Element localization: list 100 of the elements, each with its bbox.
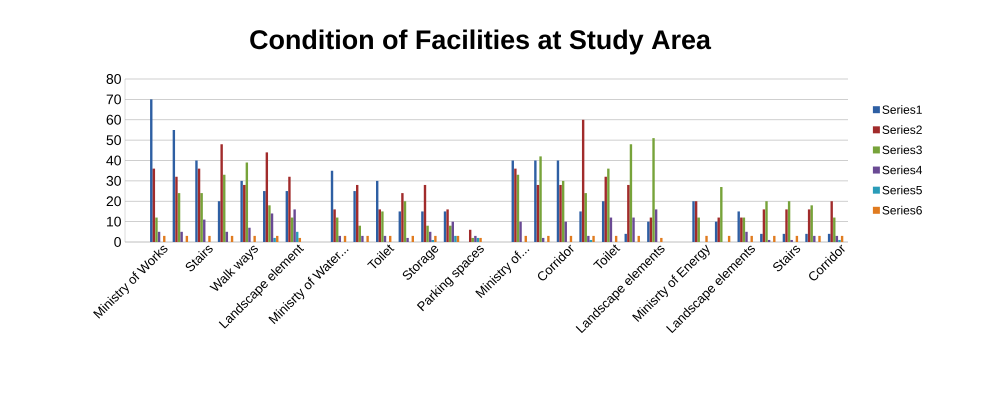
bar: [288, 176, 291, 242]
bar: [773, 236, 776, 242]
bar: [539, 156, 542, 242]
bar: [474, 236, 477, 242]
bar: [223, 174, 226, 242]
bar: [760, 234, 763, 242]
bar: [180, 232, 183, 242]
legend-label: Series1: [882, 105, 922, 114]
bar: [627, 184, 630, 242]
y-tick-label: 60: [106, 114, 121, 125]
bar: [714, 222, 718, 242]
bar: [468, 230, 472, 242]
bar: [376, 180, 378, 242]
y-tick-label: 50: [106, 135, 121, 146]
legend-label: Series4: [882, 165, 922, 174]
bar: [718, 218, 720, 242]
bar: [720, 186, 723, 242]
bar: [158, 232, 160, 242]
bar: [452, 222, 454, 242]
bar: [200, 193, 203, 242]
bar: [434, 236, 437, 242]
bar: [840, 236, 844, 242]
bar: [604, 176, 607, 242]
bar: [564, 222, 567, 242]
bar: [602, 201, 604, 242]
bar: [253, 236, 256, 242]
bar: [660, 238, 663, 242]
legend-label: Series2: [882, 125, 922, 134]
bar: [338, 236, 342, 242]
bar: [286, 191, 288, 242]
bar: [378, 209, 382, 242]
bar: [638, 236, 640, 242]
bar: [750, 236, 753, 242]
bar: [698, 218, 700, 242]
bar: [336, 218, 338, 242]
chart-title: Condition of Facilities at Study Area: [250, 29, 712, 55]
y-tick-label: 30: [106, 176, 121, 186]
bar: [742, 218, 746, 242]
bar: [813, 236, 816, 242]
bar: [263, 191, 266, 242]
bar: [796, 236, 798, 242]
legend-label: Series3: [882, 145, 922, 154]
bar: [276, 236, 278, 242]
bar: [830, 201, 833, 242]
bar: [273, 238, 276, 242]
bar: [421, 211, 424, 242]
bar: [810, 205, 813, 242]
bar: [828, 234, 830, 242]
bar: [614, 236, 618, 242]
bar: [514, 168, 517, 242]
bar: [356, 184, 358, 242]
bar: [524, 236, 527, 242]
bar: [610, 218, 612, 242]
bar: [381, 211, 384, 242]
bar: [266, 152, 268, 242]
bar: [152, 168, 156, 242]
bar: [243, 184, 246, 242]
y-tick-label: 0: [114, 237, 121, 247]
bar: [412, 236, 414, 242]
bar: [358, 226, 362, 242]
y-tick-label: 80: [106, 74, 121, 84]
bar: [178, 193, 180, 242]
bar: [587, 236, 590, 242]
bar: [647, 222, 650, 242]
y-tick-label: 70: [106, 94, 121, 104]
bar: [426, 226, 429, 242]
bar: [542, 238, 544, 242]
bar: [650, 218, 652, 242]
bar: [519, 222, 522, 242]
bar: [246, 162, 248, 242]
bar: [293, 209, 296, 242]
bar: [654, 209, 658, 242]
bar: [547, 236, 550, 242]
bar: [808, 209, 810, 242]
bar: [198, 168, 200, 242]
bar: [559, 184, 562, 242]
bar: [579, 211, 582, 242]
bar: [584, 193, 587, 242]
legend-label: Series6: [882, 206, 922, 214]
bar: [833, 218, 836, 242]
bar: [296, 232, 298, 242]
bar: [694, 201, 698, 242]
bar: [446, 209, 449, 242]
bar: [428, 232, 432, 242]
bar: [728, 236, 730, 242]
bar: [248, 228, 251, 242]
y-tick-label: 40: [106, 156, 121, 166]
bar: [172, 130, 176, 242]
bar: [562, 180, 564, 242]
bar: [782, 234, 786, 242]
bar: [607, 168, 610, 242]
bar: [479, 238, 482, 242]
bar: [836, 236, 838, 242]
bar: [268, 205, 271, 242]
bar: [448, 226, 452, 242]
bar: [454, 236, 457, 242]
bar: [333, 209, 336, 242]
bar: [740, 218, 743, 242]
bar: [472, 238, 474, 242]
bar: [624, 234, 627, 242]
